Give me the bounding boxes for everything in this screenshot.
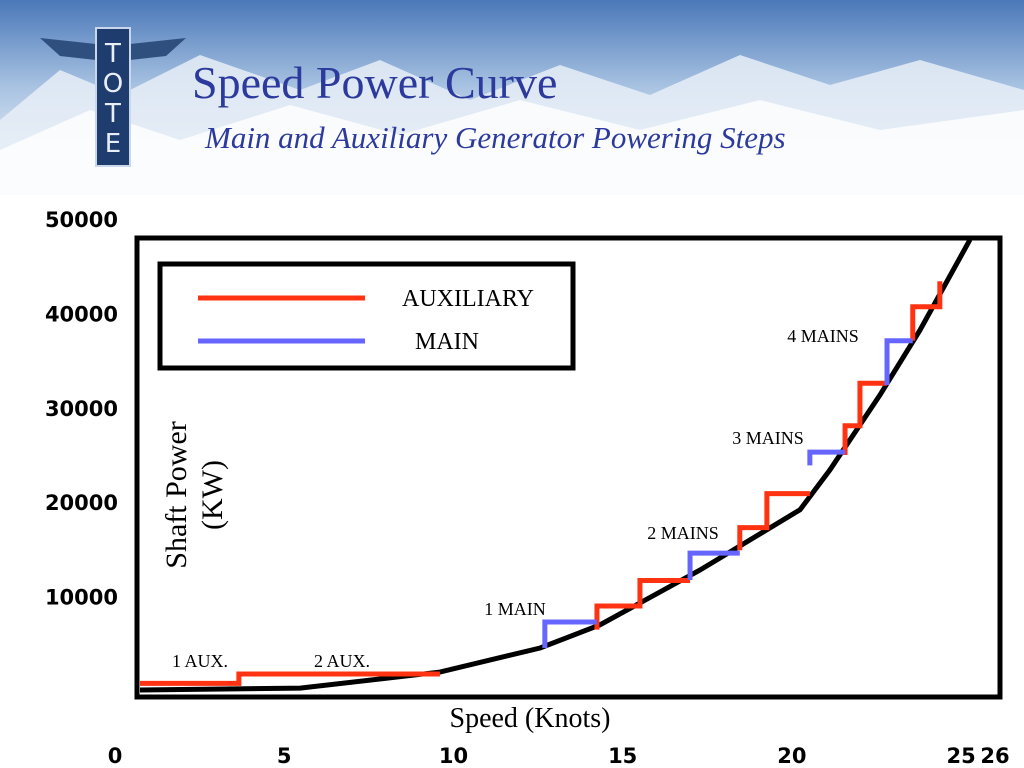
annotation: 1 MAIN bbox=[484, 599, 546, 619]
x-tick-label: 15 bbox=[608, 744, 637, 768]
logo-letter: O bbox=[103, 69, 123, 99]
logo bbox=[40, 27, 186, 167]
x-tick-label: 10 bbox=[439, 744, 468, 768]
legend bbox=[157, 261, 576, 371]
y-axis-label: (KW) bbox=[196, 460, 229, 530]
x-axis-label: Speed (Knots) bbox=[450, 703, 611, 734]
x-tick-label: 20 bbox=[777, 744, 806, 768]
x-tick-label: 26 bbox=[980, 744, 1009, 768]
plot-frame bbox=[134, 235, 1003, 700]
chart-title: Speed Power Curve bbox=[192, 57, 557, 108]
x-tick-label: 0 bbox=[108, 744, 123, 768]
y-tick-label: 40000 bbox=[45, 302, 118, 326]
y-tick-label: 20000 bbox=[45, 491, 118, 515]
annotation: 1 AUX. bbox=[172, 651, 228, 671]
chart-subtitle: Main and Auxiliary Generator Powering St… bbox=[204, 120, 786, 155]
x-tick-label: 25 bbox=[947, 744, 976, 768]
y-tick-label: 10000 bbox=[45, 586, 118, 610]
annotation: 2 MAINS bbox=[647, 523, 719, 543]
y-axis-label: Shaft Power bbox=[160, 421, 193, 568]
y-tick-label: 30000 bbox=[45, 397, 118, 421]
mountains bbox=[0, 100, 1024, 195]
power-curve bbox=[140, 240, 973, 693]
annotation: 4 MAINS bbox=[787, 326, 859, 346]
y-tick-label: 50000 bbox=[45, 208, 118, 232]
logo-letter: T bbox=[104, 99, 121, 129]
legend-label: AUXILIARY bbox=[402, 286, 534, 312]
header bbox=[0, 0, 1024, 195]
legend-label: MAIN bbox=[415, 329, 479, 355]
x-tick-label: 5 bbox=[277, 744, 292, 768]
step-line bbox=[542, 338, 913, 648]
annotation: 3 MAINS bbox=[732, 428, 804, 448]
annotation: 2 AUX. bbox=[314, 651, 370, 671]
step-line bbox=[140, 281, 943, 686]
logo-letter: T bbox=[104, 39, 121, 69]
logo-letter: E bbox=[105, 129, 121, 159]
plot-area bbox=[140, 240, 973, 693]
